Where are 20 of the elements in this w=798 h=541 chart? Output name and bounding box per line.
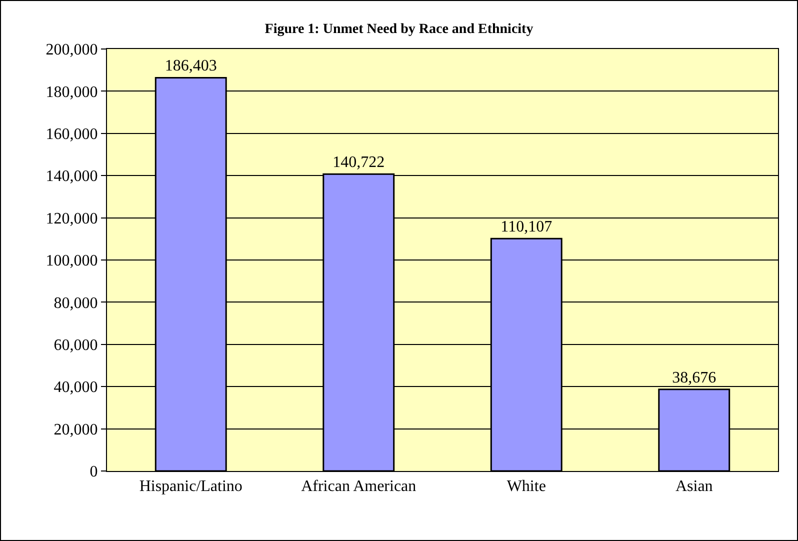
y-tick-label: 120,000 (46, 210, 98, 228)
data-label: 140,722 (332, 154, 385, 172)
y-tick-label: 200,000 (46, 42, 98, 59)
data-label: 38,676 (672, 369, 716, 386)
x-tick-label: White (506, 478, 546, 496)
y-tick-label: 80,000 (54, 294, 98, 312)
y-tick-label: 40,000 (54, 379, 98, 396)
y-tick-label: 60,000 (54, 337, 98, 354)
y-tick-label: 180,000 (46, 84, 98, 101)
x-tick-label: Hispanic/Latino (139, 478, 242, 496)
x-tick-label: African American (301, 478, 416, 496)
y-tick-label: 20,000 (54, 421, 98, 438)
y-tick-label: 140,000 (46, 168, 98, 186)
chart-title: Figure 1: Unmet Need by Race and Ethnicity (264, 22, 534, 37)
x-tick-label: Asian (675, 478, 713, 496)
y-tick-label: 160,000 (46, 126, 98, 143)
y-tick-label: 0 (90, 464, 98, 481)
data-label: 110,107 (500, 218, 552, 236)
data-label: 186,403 (164, 58, 217, 75)
y-tick-label: 100,000 (46, 252, 98, 270)
